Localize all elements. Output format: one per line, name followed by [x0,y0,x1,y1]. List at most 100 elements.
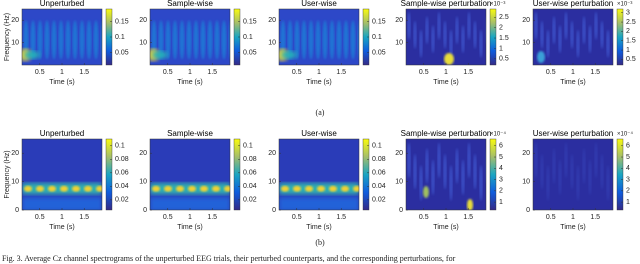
spectrogram [533,9,613,65]
colorbar-exponent: ×10⁻³ [490,2,505,8]
colorbar-tick-label: 2 [626,188,630,195]
colorbar-tick-label: 3 [626,10,630,17]
x-tick-label: 1.5 [79,214,89,221]
colorbar-tick-label: 0.02 [372,197,386,204]
streak [449,165,453,201]
colorbar-tick-label: 0.06 [243,170,257,177]
blob [357,21,359,58]
blob [96,185,102,192]
y-tick-label: 20 [139,17,147,24]
blob [200,185,208,192]
x-axis-label: Time (s) [433,224,458,231]
blob [24,185,32,192]
spectrogram [150,139,230,210]
streak [479,29,483,58]
x-axis-label: Time (s) [560,79,585,86]
x-tick-label: 1 [571,69,575,76]
spectrogram [279,139,359,210]
x-tick-label: 1.5 [463,214,473,221]
blob [93,20,99,60]
colorbar-tick-label: 2.5 [626,19,636,26]
colorbar [233,138,241,211]
blob [24,50,40,59]
x-tick-label: 1.5 [590,214,600,221]
hot [444,53,454,65]
streak [576,165,580,201]
blob [317,185,325,192]
spectrogram [150,9,230,65]
colorbar-tick-label: 0.15 [115,18,129,25]
blob [228,21,230,58]
blob [193,20,199,60]
streak [413,153,417,190]
spectrogram [22,9,102,65]
streak [558,159,562,196]
y-tick-label: 10 [11,39,19,46]
colorbar-exponent: ×10⁻⁴ [617,131,633,138]
colorbar-tick-label: 0.04 [372,183,386,190]
streak [552,16,556,45]
x-tick-label: 1 [60,214,64,221]
colorbar-tick-label: 0.15 [372,18,386,25]
blob [221,20,227,60]
colorbar-tick-label: 0.1 [115,34,125,41]
x-tick-label: 0.5 [419,214,429,221]
blob [287,20,293,60]
colorbar-tick-label: 0.1 [115,143,125,150]
y-tick-label: 10 [139,178,147,185]
x-tick-label: 0.5 [546,69,556,76]
streak [407,142,411,179]
colorbar-tick-label: 3 [499,176,503,183]
blob [305,185,313,192]
x-axis-label: Time (s) [306,79,331,86]
streak [473,20,477,49]
blob [329,20,335,60]
y-tick-label: 20 [395,150,403,157]
blob [350,20,356,60]
caption: Fig. 3. Average Cz channel spectrograms … [2,254,456,263]
colorbar [616,138,624,211]
hot [467,199,473,210]
blob [72,185,80,192]
y-tick-label: 10 [395,39,403,46]
x-tick-label: 1 [444,214,448,221]
blob [293,185,301,192]
x-tick-label: 0.5 [163,214,173,221]
streak [425,16,429,45]
streak [407,11,411,40]
x-tick-label: 1 [188,214,192,221]
colorbar-tick-label: 0.06 [372,170,386,177]
streak [594,11,598,40]
blob [84,185,92,192]
blob [200,20,206,60]
x-tick-label: 1.5 [207,214,217,221]
low [22,197,102,210]
streak [467,11,471,40]
y-tick-label: 10 [522,178,530,185]
x-axis-label: Time (s) [177,79,202,86]
streak [582,16,586,45]
x-axis-label: Time (s) [306,224,331,231]
streak [461,159,465,196]
panel-title: User-wise [301,0,337,8]
streak [570,20,574,49]
streak [413,20,417,49]
x-tick-label: 1 [571,214,575,221]
streak [437,11,441,40]
x-tick-label: 1.5 [207,69,217,76]
x-tick-label: 1 [188,69,192,76]
streak [443,20,447,49]
streak [606,165,610,201]
colorbar-tick-label: 0.05 [115,49,129,56]
x-tick-label: 0.5 [419,69,429,76]
streak [425,148,429,184]
blob [79,20,85,60]
streak [455,148,459,184]
blob [343,20,349,60]
streak [588,159,592,196]
x-tick-label: 1 [317,214,321,221]
panel-title: Sample-wise perturbation [401,129,492,138]
streak [576,29,580,58]
colorbar-tick-label: 1 [626,47,630,54]
colorbar-tick-label: 0.08 [372,156,386,163]
